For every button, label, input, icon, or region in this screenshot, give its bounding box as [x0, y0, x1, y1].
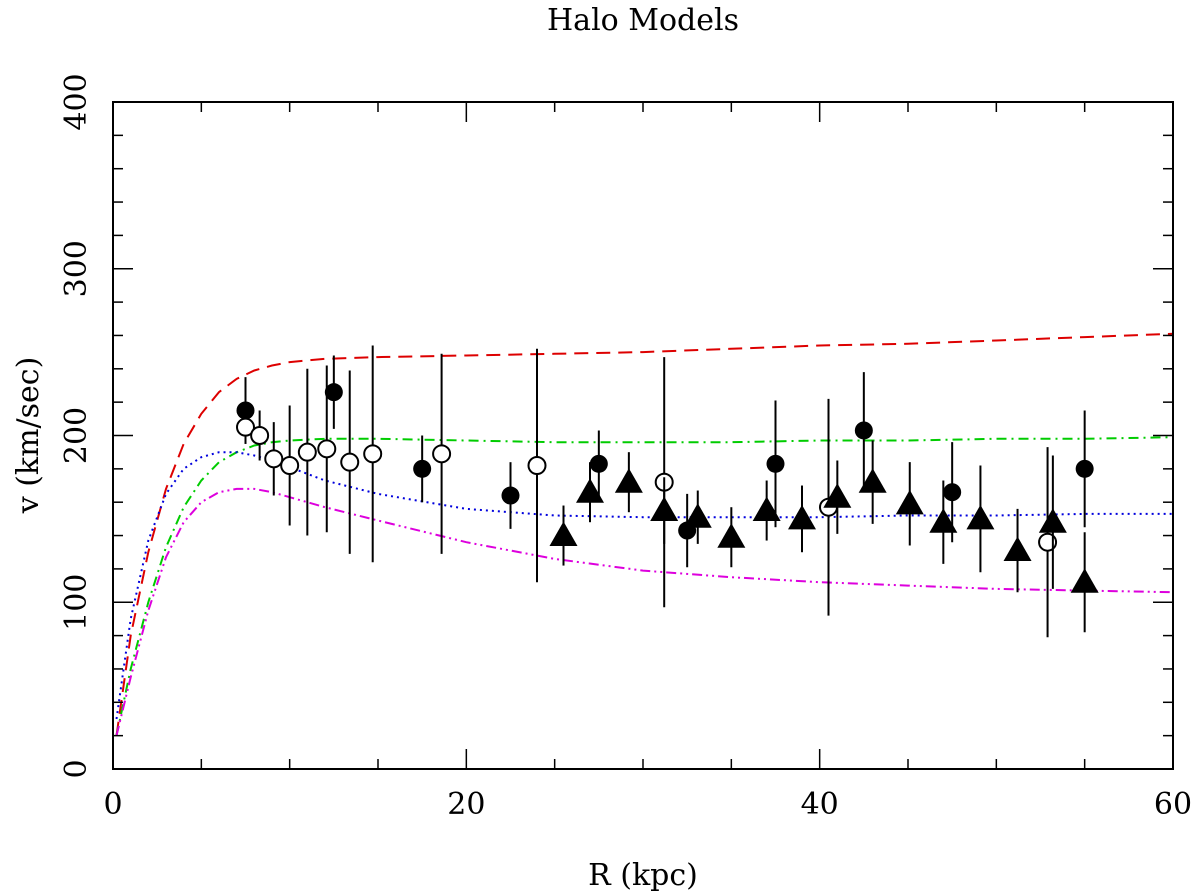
- filled-circle-point: [413, 459, 432, 478]
- filled-circle-point: [943, 483, 962, 502]
- filled-circle-point: [766, 454, 785, 473]
- filled-triangle-point: [549, 521, 578, 547]
- open-circle-point: [527, 456, 547, 476]
- x-tick-label: 0: [103, 787, 122, 822]
- chart-title: Halo Models: [547, 3, 739, 38]
- filled-circle-point: [501, 486, 520, 505]
- filled-circle-point: [854, 421, 873, 440]
- filled-circle-point: [324, 383, 343, 402]
- filled-triangle-point: [576, 478, 604, 503]
- blue-dotted-curve: [115, 451, 1173, 720]
- open-circle-point: [297, 442, 317, 462]
- filled-triangle-point: [788, 504, 816, 530]
- filled-triangle-point: [858, 468, 887, 493]
- filled-triangle-point: [614, 468, 643, 493]
- y-tick-label: 200: [59, 407, 94, 464]
- x-axis-label: R (kpc): [588, 858, 698, 893]
- open-circle-point: [250, 426, 270, 445]
- plot-frame: [112, 101, 1174, 770]
- open-circle-point: [1038, 532, 1058, 552]
- filled-triangle-point: [1038, 508, 1067, 533]
- open-circle-point: [280, 456, 300, 476]
- open-circle-point: [363, 444, 383, 464]
- open-circle-point: [317, 439, 337, 459]
- filled-circle-point: [1075, 459, 1094, 478]
- x-tick-label: 40: [801, 787, 839, 822]
- y-axis-label: v (km/sec): [11, 357, 46, 515]
- open-circle-point: [264, 449, 284, 469]
- y-tick-label: 300: [59, 240, 94, 297]
- filled-triangle-point: [823, 483, 852, 508]
- open-circle-point: [340, 452, 360, 472]
- x-tick-label: 20: [447, 787, 485, 822]
- filled-triangle-point: [929, 508, 958, 533]
- filled-triangle-point: [650, 496, 679, 522]
- filled-triangle-point: [752, 496, 781, 522]
- filled-triangle-point: [895, 489, 924, 515]
- y-tick-label: 400: [59, 73, 94, 130]
- open-circle-point: [236, 417, 255, 437]
- y-tick-label: 0: [59, 759, 94, 778]
- filled-triangle-point: [1003, 536, 1032, 562]
- x-tick-label: 60: [1154, 787, 1192, 822]
- filled-triangle-point: [717, 523, 746, 548]
- filled-circle-point: [589, 454, 608, 473]
- green-dashdot-curve: [115, 436, 1174, 736]
- magenta-dashdotdot-curve: [115, 487, 1174, 736]
- red-dashed-curve: [115, 332, 1174, 736]
- open-circle-point: [432, 444, 452, 464]
- filled-triangle-point: [1070, 568, 1099, 593]
- filled-triangle-point: [683, 503, 712, 528]
- y-tick-label: 100: [59, 574, 94, 631]
- filled-triangle-point: [966, 504, 995, 530]
